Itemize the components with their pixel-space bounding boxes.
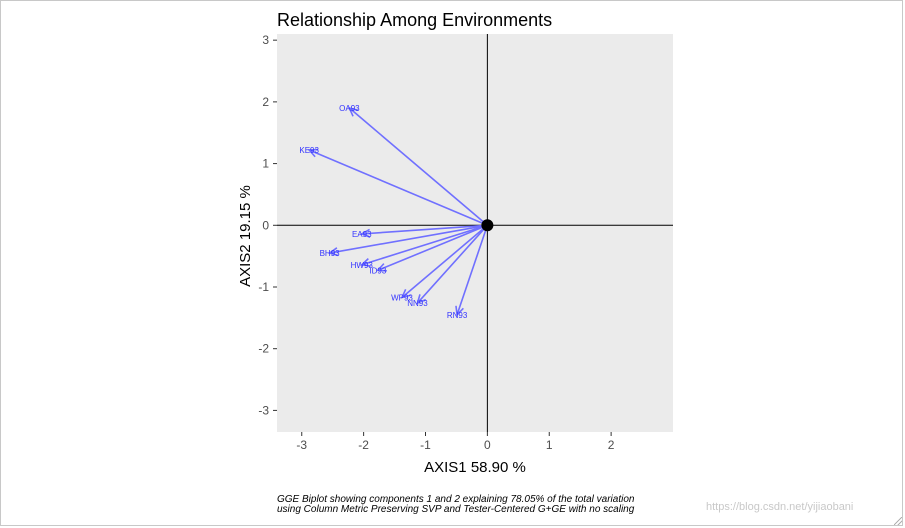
vector-ea93 — [361, 224, 488, 235]
vector-hw93 — [361, 224, 488, 266]
y-tick-label: -1 — [258, 280, 269, 294]
label-id93: ID93 — [369, 266, 386, 275]
arrowhead-icon — [376, 263, 387, 272]
x-tick-label: -3 — [296, 438, 307, 452]
label-ke93: KE93 — [299, 146, 319, 155]
resize-grip-icon[interactable] — [894, 517, 902, 525]
x-tick-label: -1 — [420, 438, 431, 452]
arrowhead-icon — [400, 288, 411, 299]
origin-point — [481, 219, 494, 232]
arrowhead-icon — [327, 247, 339, 257]
arrowhead-icon — [455, 305, 464, 317]
x-tick-label: 0 — [484, 438, 491, 452]
plot-panel — [277, 34, 673, 432]
label-wp93: WP93 — [391, 293, 413, 302]
label-rn93: RN93 — [447, 311, 468, 320]
x-tick-label: 2 — [608, 438, 615, 452]
x-axis-title: AXIS1 58.90 % — [424, 459, 526, 476]
arrowhead-icon — [416, 294, 427, 305]
y-tick-label: -3 — [258, 403, 269, 417]
y-tick-label: 1 — [262, 157, 269, 171]
vector-wp93 — [401, 224, 488, 299]
label-hw93: HW93 — [351, 261, 374, 270]
y-tick-label: -2 — [258, 342, 269, 356]
arrowhead-icon — [347, 106, 359, 117]
y-tick-label: 2 — [262, 95, 269, 109]
label-bh93: BH93 — [320, 249, 341, 258]
y-tick-label: 3 — [262, 33, 269, 47]
biplot-caption: GGE Biplot showing components 1 and 2 ex… — [277, 495, 634, 515]
vector-id93 — [377, 224, 488, 272]
label-ea93: EA93 — [352, 230, 372, 239]
x-tick-label: 1 — [546, 438, 553, 452]
vector-ke93 — [308, 149, 488, 227]
caption-line-1: GGE Biplot showing components 1 and 2 ex… — [277, 494, 635, 505]
chart-title: Relationship Among Environments — [277, 10, 552, 30]
arrowhead-icon — [307, 148, 319, 158]
arrowhead-icon — [359, 228, 371, 239]
vector-rn93 — [456, 225, 489, 316]
x-axis: -3 -2 -1 0 1 2 — [296, 432, 615, 452]
label-oa93: OA93 — [339, 104, 360, 113]
y-axis-title: AXIS2 19.15 % — [237, 185, 254, 287]
caption-line-2: using Column Metric Preserving SVP and T… — [277, 504, 635, 515]
watermark: https://blog.csdn.net/yijiaobani — [706, 501, 854, 513]
x-tick-label: -2 — [358, 438, 369, 452]
environment-vectors — [307, 106, 494, 317]
arrowhead-icon — [360, 258, 371, 267]
label-nn93: NN93 — [407, 299, 428, 308]
reference-lines — [277, 34, 673, 432]
vector-bh93 — [329, 224, 488, 254]
vector-oa93 — [348, 107, 488, 226]
vector-nn93 — [416, 224, 488, 304]
y-axis: -3 -2 -1 0 1 2 3 — [258, 33, 277, 417]
y-tick-label: 0 — [262, 218, 269, 232]
